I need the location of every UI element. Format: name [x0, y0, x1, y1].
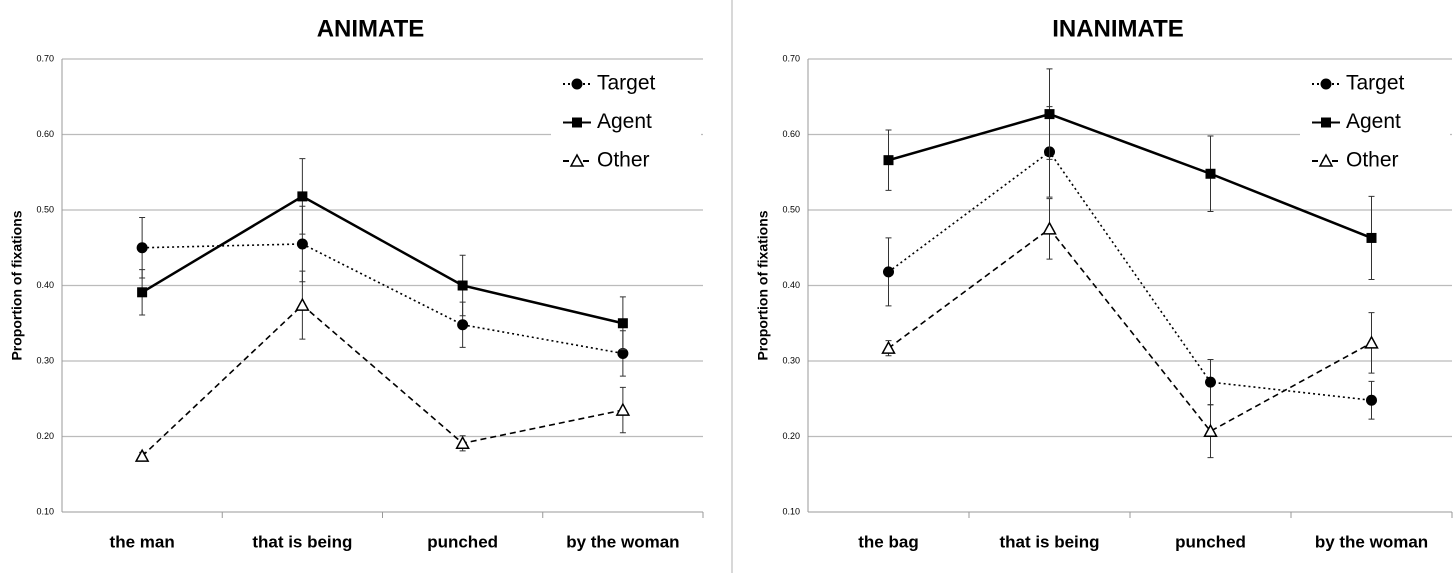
x-tick-label: that is being [252, 532, 352, 551]
marker [571, 78, 583, 90]
x-tick-label: the man [110, 532, 175, 551]
x-tick-label: punched [427, 532, 498, 551]
legend-label: Other [1346, 149, 1399, 172]
marker [1364, 335, 1379, 349]
x-tick-label: punched [1175, 532, 1246, 551]
series-line [888, 150, 1372, 402]
y-tick-label: 0.50 [36, 204, 54, 214]
y-tick-label: 0.30 [36, 355, 54, 365]
marker [137, 287, 148, 298]
x-tick-label: by the woman [1315, 532, 1428, 551]
y-tick-label: 0.10 [782, 506, 800, 516]
y-tick-label: 0.60 [782, 129, 800, 139]
marker [1321, 117, 1331, 128]
x-tick-label: the bag [858, 532, 918, 551]
y-tick-label: 0.50 [782, 204, 800, 214]
y-tick-label: 0.40 [36, 280, 54, 290]
marker [1042, 221, 1057, 235]
chart-title: INANIMATE [1052, 15, 1184, 42]
marker [1203, 423, 1218, 437]
marker [617, 318, 628, 329]
marker [572, 117, 582, 128]
series-line [888, 112, 1372, 240]
legend-label: Other [597, 149, 650, 172]
x-tick-label: that is being [999, 532, 1099, 551]
marker [296, 238, 308, 250]
marker [569, 153, 585, 167]
marker [1320, 78, 1332, 90]
y-tick-label: 0.20 [36, 431, 54, 441]
marker [883, 155, 894, 166]
marker [455, 435, 470, 450]
marker [136, 242, 148, 254]
y-tick-label: 0.70 [782, 53, 800, 63]
y-axis-label: Proportion of fixations [9, 210, 25, 360]
marker [1205, 168, 1216, 179]
marker [615, 402, 631, 416]
series-line [141, 304, 624, 457]
marker [1205, 376, 1216, 388]
marker [1044, 109, 1055, 120]
marker [617, 347, 629, 359]
marker [1366, 232, 1377, 243]
marker [1318, 153, 1334, 167]
y-tick-label: 0.10 [36, 506, 54, 516]
y-tick-label: 0.30 [782, 355, 800, 365]
y-tick-label: 0.60 [36, 129, 54, 139]
marker [881, 340, 896, 354]
legend-label: Agent [597, 110, 652, 133]
y-tick-label: 0.20 [782, 431, 800, 441]
series-line [142, 243, 624, 355]
marker [297, 191, 308, 202]
marker [1366, 394, 1377, 406]
legend-label: Target [597, 72, 656, 95]
marker [457, 280, 468, 291]
legend-label: Agent [1346, 110, 1401, 133]
series-line [141, 194, 624, 325]
x-tick-label: by the woman [566, 532, 679, 551]
series-line [888, 227, 1372, 433]
y-tick-label: 0.40 [782, 280, 800, 290]
y-axis-label: Proportion of fixations [755, 210, 771, 360]
legend-label: Target [1346, 72, 1405, 95]
y-tick-label: 0.70 [36, 53, 54, 63]
marker [883, 266, 894, 278]
chart-title: ANIMATE [317, 15, 425, 42]
marker [134, 448, 150, 462]
marker [295, 297, 310, 311]
marker [457, 319, 469, 331]
